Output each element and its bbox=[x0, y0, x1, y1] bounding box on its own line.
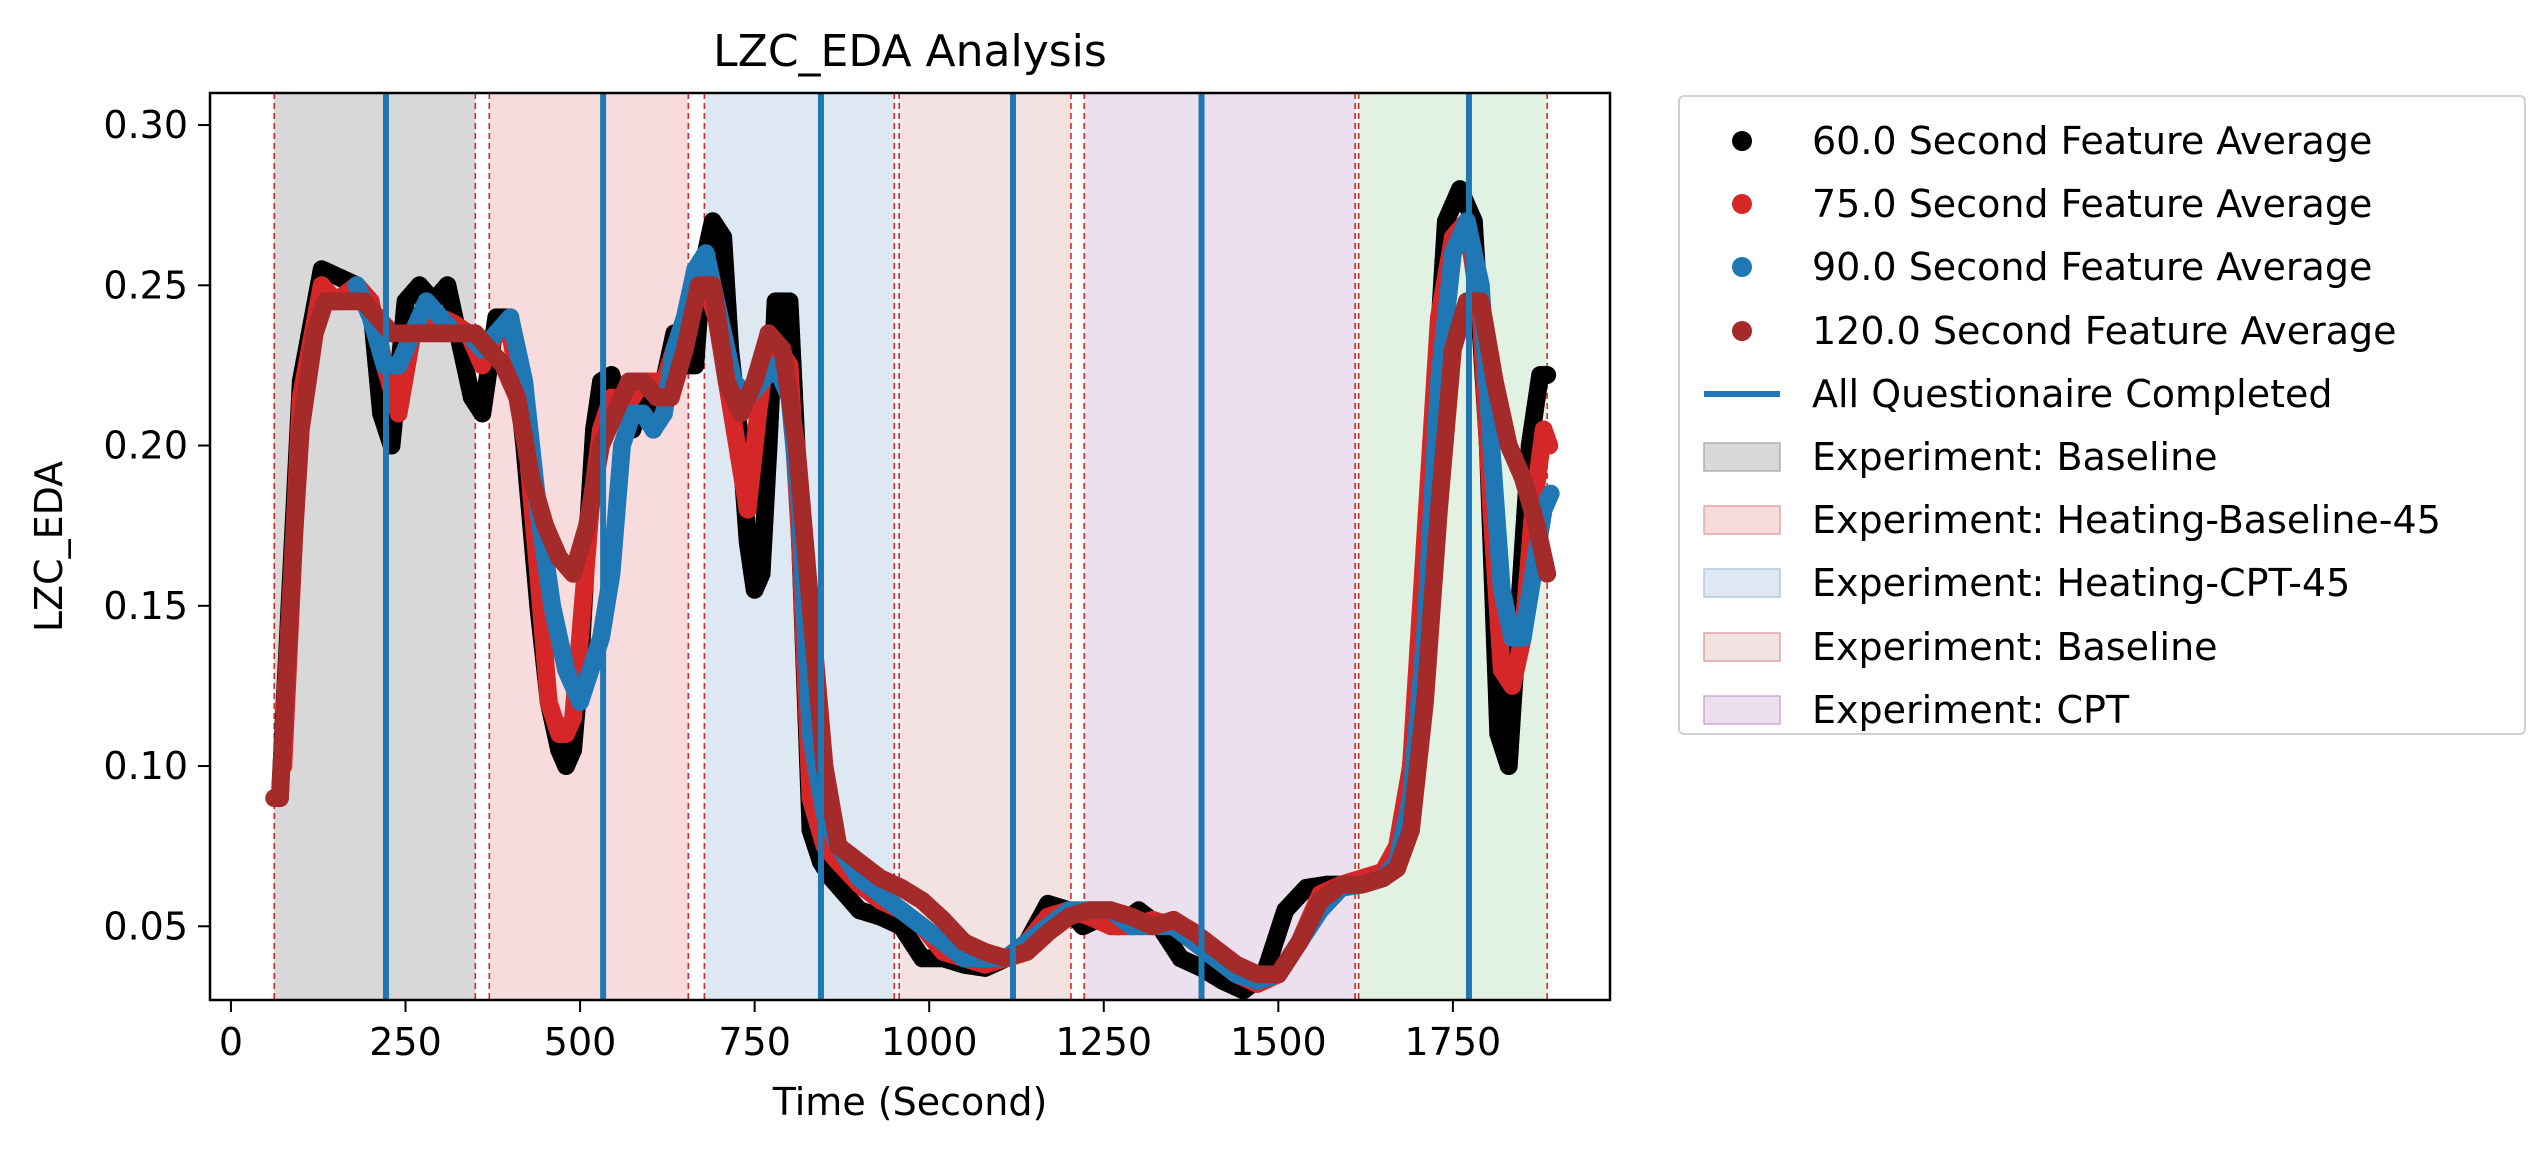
region-3 bbox=[899, 93, 1071, 1000]
experiment-regions bbox=[274, 93, 1547, 1000]
region-0 bbox=[274, 93, 475, 1000]
region-4 bbox=[1084, 93, 1355, 1000]
series-2-point bbox=[1542, 485, 1560, 503]
series-1-point bbox=[1540, 437, 1558, 455]
series-0-point bbox=[1538, 366, 1556, 384]
